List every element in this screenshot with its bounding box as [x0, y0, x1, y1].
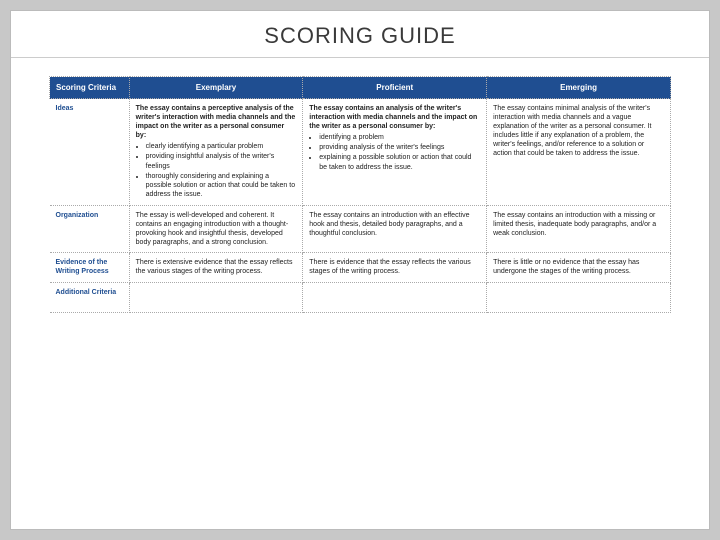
cell-exemplary: The essay is well-developed and coherent…: [129, 205, 303, 252]
page-title: SCORING GUIDE: [11, 11, 709, 58]
criteria-name: Organization: [50, 205, 130, 252]
cell-emerging: The essay contains minimal analysis of t…: [487, 99, 671, 206]
table-row: IdeasThe essay contains a perceptive ana…: [50, 99, 671, 206]
col-proficient: Proficient: [303, 77, 487, 99]
table-body: IdeasThe essay contains a perceptive ana…: [50, 99, 671, 313]
cell-proficient: The essay contains an analysis of the wr…: [303, 99, 487, 206]
cell-exemplary: The essay contains a perceptive analysis…: [129, 99, 303, 206]
slide-page: SCORING GUIDE Scoring Criteria Exemplary…: [10, 10, 710, 530]
rubric-table-container: Scoring Criteria Exemplary Proficient Em…: [11, 58, 709, 529]
table-row: OrganizationThe essay is well-developed …: [50, 205, 671, 252]
rubric-table: Scoring Criteria Exemplary Proficient Em…: [49, 76, 671, 313]
cell-emerging: There is little or no evidence that the …: [487, 253, 671, 282]
criteria-name: Ideas: [50, 99, 130, 206]
col-criteria: Scoring Criteria: [50, 77, 130, 99]
criteria-name: Evidence of the Writing Process: [50, 253, 130, 282]
cell-exemplary: There is extensive evidence that the ess…: [129, 253, 303, 282]
table-header-row: Scoring Criteria Exemplary Proficient Em…: [50, 77, 671, 99]
col-exemplary: Exemplary: [129, 77, 303, 99]
cell-proficient: The essay contains an introduction with …: [303, 205, 487, 252]
col-emerging: Emerging: [487, 77, 671, 99]
criteria-name: Additional Criteria: [50, 282, 130, 312]
cell-proficient: [303, 282, 487, 312]
cell-emerging: [487, 282, 671, 312]
table-row: Evidence of the Writing ProcessThere is …: [50, 253, 671, 282]
cell-emerging: The essay contains an introduction with …: [487, 205, 671, 252]
table-row: Additional Criteria: [50, 282, 671, 312]
cell-proficient: There is evidence that the essay reflect…: [303, 253, 487, 282]
cell-exemplary: [129, 282, 303, 312]
